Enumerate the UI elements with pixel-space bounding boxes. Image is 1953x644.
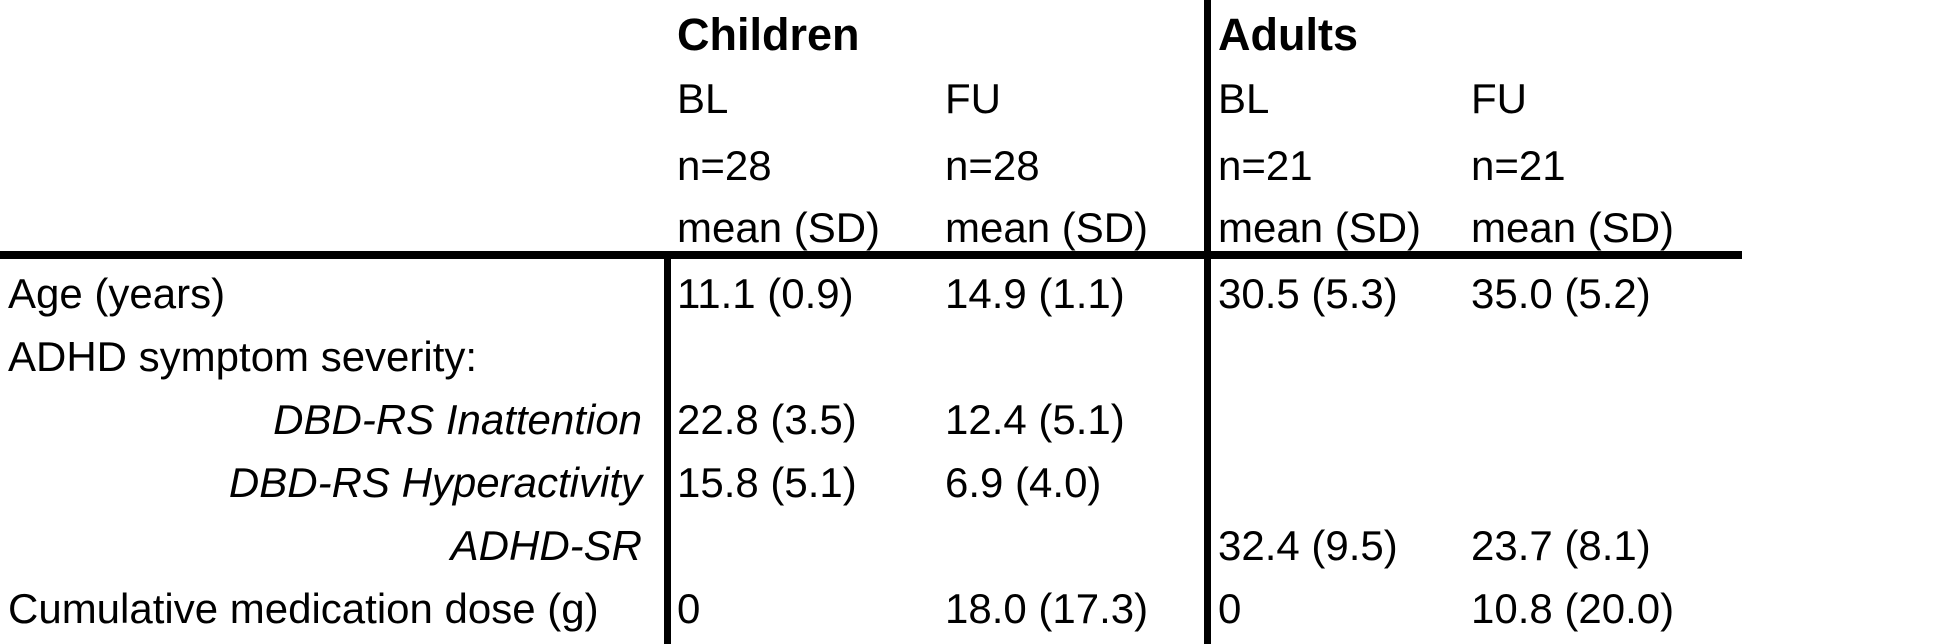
- row-label: DBD-RS Inattention: [273, 395, 642, 443]
- column-header-adults-bl: BL: [1218, 75, 1270, 122]
- table-row-adhd-symptom-severity: ADHD symptom severity:: [0, 325, 1953, 388]
- table-row-cumulative-medication-dose: Cumulative medication dose (g) 0 18.0 (1…: [0, 577, 1953, 640]
- column-stat-children-bl: mean (SD): [677, 204, 881, 251]
- cell-value: 12.4 (5.1): [945, 395, 1125, 443]
- row-label: Age (years): [8, 269, 226, 317]
- cell-value: 32.4 (9.5): [1218, 521, 1398, 569]
- group-header-adults: Adults: [1218, 9, 1358, 60]
- table-row-age-years: Age (years) 11.1 (0.9) 14.9 (1.1) 30.5 (…: [0, 262, 1953, 325]
- group-header-children: Children: [677, 9, 860, 60]
- cell-value: 35.0 (5.2): [1471, 269, 1651, 317]
- column-stat-adults-bl: mean (SD): [1218, 204, 1422, 251]
- column-stat-children-fu: mean (SD): [945, 204, 1149, 251]
- column-n-adults-fu: n=21: [1471, 142, 1566, 189]
- column-header-adults-fu: FU: [1471, 75, 1527, 122]
- row-label: ADHD symptom severity:: [8, 332, 478, 380]
- row-label: ADHD-SR: [450, 521, 642, 569]
- header-rule: [0, 251, 1742, 259]
- cell-value: 10.8 (20.0): [1471, 584, 1675, 632]
- cell-value: 11.1 (0.9): [677, 269, 854, 317]
- column-header-children-bl: BL: [677, 75, 729, 122]
- cell-value: 0: [677, 584, 701, 632]
- label-column-divider: [664, 259, 671, 644]
- column-header-children-fu: FU: [945, 75, 1001, 122]
- table-row-dbd-rs-inattention: DBD-RS Inattention 22.8 (3.5) 12.4 (5.1): [0, 388, 1953, 451]
- row-label: Cumulative medication dose (g): [8, 584, 599, 632]
- column-n-children-fu: n=28: [945, 142, 1040, 189]
- column-stat-adults-fu: mean (SD): [1471, 204, 1675, 251]
- row-label: DBD-RS Hyperactivity: [228, 458, 642, 506]
- column-n-adults-bl: n=21: [1218, 142, 1313, 189]
- table-row-dbd-rs-hyperactivity: DBD-RS Hyperactivity 15.8 (5.1) 6.9 (4.0…: [0, 451, 1953, 514]
- cell-value: 14.9 (1.1): [945, 269, 1125, 317]
- cell-value: 0: [1218, 584, 1242, 632]
- cell-value: 23.7 (8.1): [1471, 521, 1651, 569]
- cell-value: 15.8 (5.1): [677, 458, 857, 506]
- cell-value: 22.8 (3.5): [677, 395, 857, 443]
- cell-value: 18.0 (17.3): [945, 584, 1149, 632]
- cell-value: 6.9 (4.0): [945, 458, 1102, 506]
- cell-value: 30.5 (5.3): [1218, 269, 1398, 317]
- table-row-adhd-sr: ADHD-SR 32.4 (9.5) 23.7 (8.1): [0, 514, 1953, 577]
- column-n-children-bl: n=28: [677, 142, 772, 189]
- group-divider: [1204, 0, 1211, 644]
